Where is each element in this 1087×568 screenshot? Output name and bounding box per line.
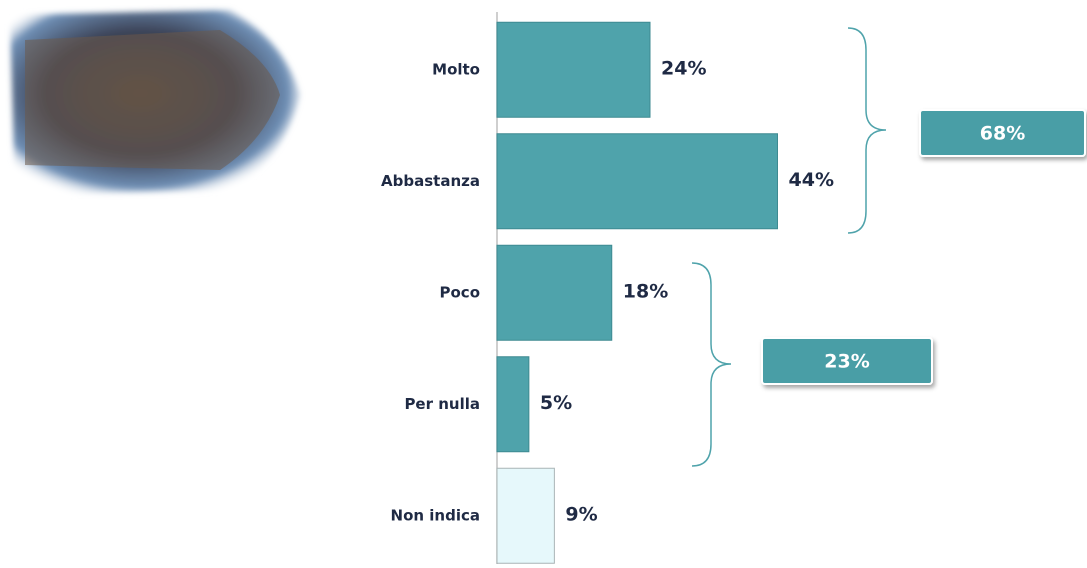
bar <box>496 133 778 230</box>
value-label: 18% <box>623 280 668 302</box>
category-label: Molto <box>432 60 480 78</box>
bar <box>496 467 555 564</box>
category-label: Non indica <box>391 506 480 524</box>
category-label: Abbastanza <box>381 172 480 190</box>
group-total: 68% <box>980 123 1025 145</box>
category-label: Per nulla <box>404 395 480 413</box>
category-label: Poco <box>440 283 481 301</box>
value-label: 5% <box>540 392 572 414</box>
brace <box>847 27 887 234</box>
value-label: 24% <box>661 57 706 79</box>
bar <box>496 356 530 453</box>
value-label: 9% <box>565 503 597 525</box>
group-box <box>761 337 933 385</box>
value-label: 44% <box>789 169 834 191</box>
bar <box>496 21 651 118</box>
group-total: 23% <box>824 351 869 373</box>
photo <box>10 10 300 195</box>
brace <box>691 262 732 467</box>
bar <box>496 244 613 341</box>
group-box <box>919 109 1086 157</box>
